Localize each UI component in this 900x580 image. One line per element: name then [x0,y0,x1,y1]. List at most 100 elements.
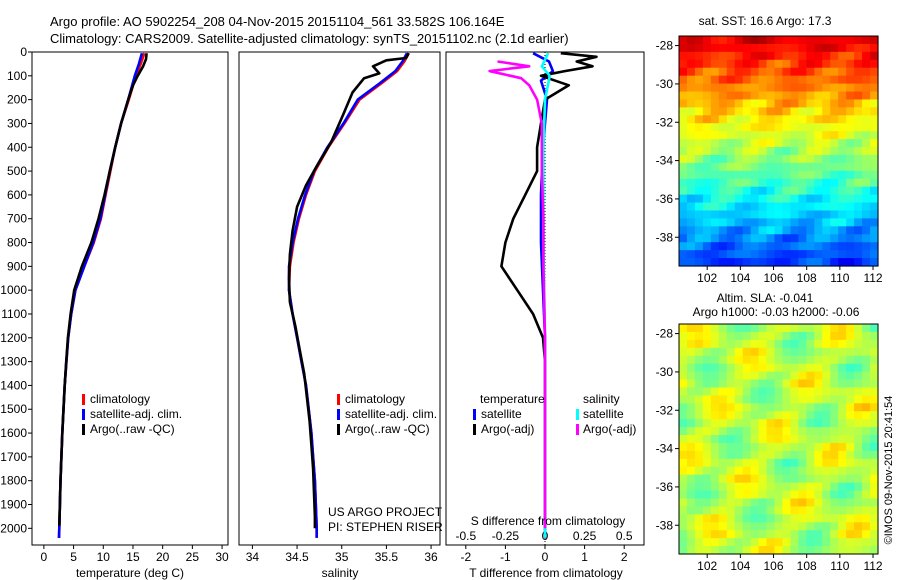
sla-cell [734,538,744,547]
sst-cell [718,250,728,259]
sst-cell [726,59,736,69]
sst-cell [686,43,696,53]
sla-cell [694,379,704,389]
sst-cell [694,242,704,251]
sla-cell [686,435,696,444]
sla-cell [718,466,728,476]
sst-cell [830,210,839,220]
sla-cell [870,474,879,484]
sst-cell [854,131,863,140]
sst-cell [686,242,696,251]
sla-cell [758,403,768,412]
sst-cell [806,36,815,45]
sla-cell [742,427,752,436]
sla-cell [822,498,831,508]
t-xtick-label: 20 [156,550,170,564]
sla-cell [798,450,807,460]
depth-tick-label: 800 [7,236,27,250]
sla-cell [806,490,815,500]
sst-cell [686,258,696,267]
sst-cell [686,210,696,220]
map-lon-label: 110 [830,271,849,285]
sst-cell [806,194,815,204]
sla-cell [822,419,831,428]
sst-cell [758,43,768,53]
map-lat-label: -30 [656,77,674,91]
sla-cell [790,339,799,349]
sst-cell [806,123,815,132]
sst-cell [710,83,720,93]
sst-cell [718,91,728,101]
sla-cell [750,482,760,492]
sst-cell [870,139,879,148]
sla-cell [774,419,784,428]
sst-cell [846,59,855,69]
sla-cell [702,442,712,452]
sst-cell [758,226,768,235]
sst-cell [750,170,760,180]
sla-cell [679,450,688,460]
sst-cell [734,43,744,53]
sst-cell [782,162,792,172]
sst-cell [798,170,807,180]
sla-cell [822,355,831,365]
sla-cell [702,490,712,500]
sst-cell [862,43,871,53]
sla-cell [718,371,728,381]
sla-cell [750,379,760,389]
sla-cell [710,403,720,412]
sst-cell [846,170,855,180]
sla-cell [718,355,728,365]
sst-cell [862,51,871,61]
sla-cell [782,442,792,452]
sst-cell [694,210,704,220]
sst-cell [790,99,799,108]
sst-map-frame [678,35,879,267]
sla-cell [814,514,823,523]
sla-cell [694,458,704,468]
sla-cell [838,522,847,531]
sla-cell [710,442,720,452]
sst-cell [702,226,712,235]
sst-cell [686,154,696,164]
sla-cell [838,331,847,341]
sla-cell [870,514,879,523]
sla-cell [686,474,696,484]
sst-cell [734,194,744,204]
sla-cell [750,474,760,484]
sst-cell [750,154,760,164]
sla-cell [790,324,799,333]
sst-cell [798,91,807,101]
sst-cell [798,51,807,61]
map-lon-label: 102 [697,271,717,285]
sst-cell [774,75,784,85]
sst-cell [694,234,704,243]
sla-cell [694,411,704,420]
sla-cell [742,435,752,444]
sla-cell [806,331,815,341]
sla-cell [679,435,688,444]
sst-cell [702,258,712,267]
sla-cell [766,324,776,333]
sla-cell [814,427,823,436]
sst-cell [782,147,792,156]
temperature-x-axis: 0 5 10 15 20 25 30 [41,545,229,564]
sla-cell [862,538,871,547]
sst-cell [830,83,839,93]
sla-cell [830,514,839,523]
sla-cell [846,466,855,476]
sst-cell [694,186,704,196]
sla-cell [726,403,736,412]
sst-cell [822,147,831,156]
sst-cell [854,43,863,53]
sst-cell [774,210,784,220]
sla-cell [838,474,847,484]
sst-cell [694,115,704,124]
sst-cell [870,51,879,61]
sst-cell [679,75,688,85]
sla-cell [790,435,799,444]
sla-cell [702,450,712,460]
sla-cell [694,387,704,396]
sst-cell [790,59,799,69]
sla-cell [758,363,768,373]
